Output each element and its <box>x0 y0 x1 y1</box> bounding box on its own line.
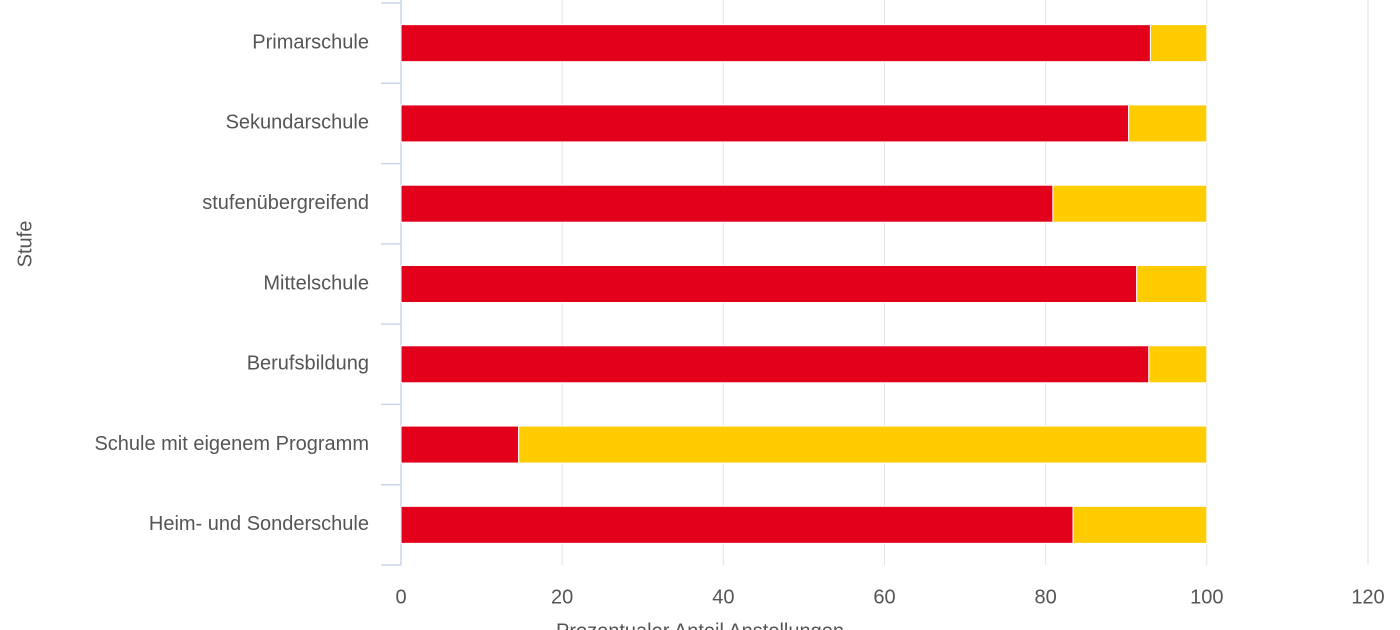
y-axis-label: Stufe <box>14 221 36 268</box>
y-tick-label: Berufsbildung <box>247 353 369 375</box>
y-tick-label: stufenübergreifend <box>202 192 369 214</box>
x-tick-label: 120 <box>1351 586 1384 608</box>
bar-segment <box>1072 505 1208 544</box>
x-tick-label: 100 <box>1190 586 1223 608</box>
bar-segment <box>518 425 1208 464</box>
bar-segment <box>400 345 1150 384</box>
x-tick-label: 0 <box>395 586 406 608</box>
bar-segment <box>1136 265 1208 303</box>
y-tick-label: Sekundarschule <box>226 112 369 134</box>
bar-segment <box>1149 24 1208 63</box>
x-tick-label: 20 <box>551 586 573 608</box>
y-tick-label: Primarschule <box>252 31 369 53</box>
bar-segment <box>1052 184 1208 223</box>
x-tick-label: 40 <box>712 586 734 608</box>
x-tick-label: 60 <box>873 586 895 608</box>
bar-segment <box>400 104 1130 143</box>
bar-segment <box>400 265 1138 303</box>
y-tick-label: Heim- und Sonderschule <box>149 513 369 535</box>
bar-segment <box>400 425 520 464</box>
y-tick-label: Mittelschule <box>263 272 369 294</box>
bar-segment <box>400 24 1151 63</box>
bar-segment <box>400 184 1054 223</box>
y-tick-label: Schule mit eigenem Programm <box>94 433 369 455</box>
bar-segment <box>1148 345 1208 384</box>
x-axis-label: Prozentualer Anteil Anstellungen <box>556 620 844 630</box>
x-tick-label: 80 <box>1035 586 1057 608</box>
bar-segment <box>400 505 1074 544</box>
bar-segment <box>1128 104 1208 143</box>
